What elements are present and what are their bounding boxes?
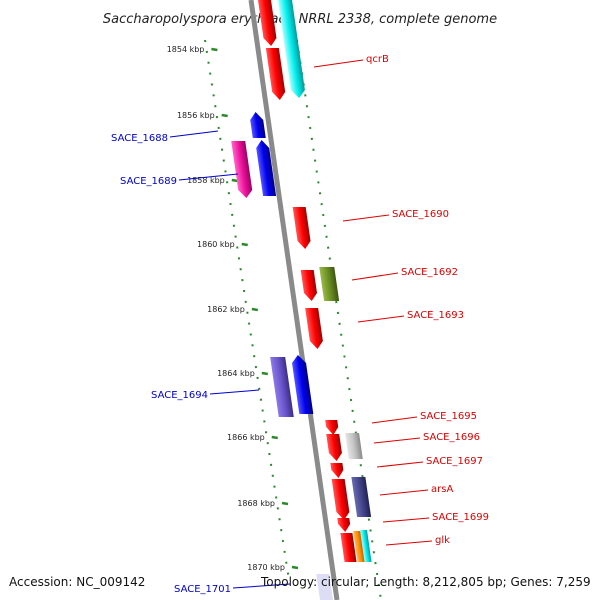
kbp-tick-label: 1864 kbp: [217, 369, 255, 378]
gene-arrow[interactable]: [305, 308, 324, 349]
gene-arrow[interactable]: [278, 0, 306, 98]
kbp-tick-label: 1868 kbp: [237, 499, 275, 508]
kbp-tick-label: 1856 kbp: [177, 111, 215, 120]
gene-label[interactable]: SACE_1688: [111, 133, 168, 144]
genome-backbone: [248, 0, 340, 600]
kbp-tick-label: 1862 kbp: [207, 305, 245, 314]
gene-label[interactable]: SACE_1689: [120, 176, 177, 187]
gene-arrow[interactable]: [258, 0, 278, 46]
gene-label[interactable]: SACE_1692: [401, 267, 458, 278]
gene-label[interactable]: glk: [435, 535, 450, 546]
label-leader-line: [313, 59, 364, 68]
kbp-tick-label: 1870 kbp: [247, 563, 285, 572]
label-leader-line: [342, 214, 390, 222]
gene-arrow[interactable]: [300, 270, 318, 301]
gene-arrow[interactable]: [325, 420, 339, 435]
label-leader-line: [232, 583, 291, 589]
label-leader-line: [209, 389, 260, 395]
gene-label[interactable]: SACE_1693: [407, 310, 464, 321]
gene-label[interactable]: SACE_1697: [426, 456, 483, 467]
gene-arrow[interactable]: [255, 140, 277, 196]
gene-label[interactable]: SACE_1696: [423, 432, 480, 443]
kbp-tick-label: 1854 kbp: [167, 45, 205, 54]
gene-arrow[interactable]: [292, 207, 312, 249]
genome-summary-text: Topology: circular; Length: 8,212,805 bp…: [261, 575, 591, 589]
gene-label[interactable]: SACE_1694: [151, 390, 208, 401]
gene-label[interactable]: SACE_1695: [420, 411, 477, 422]
kbp-tick-mark: [281, 501, 289, 506]
gene-arrow[interactable]: [265, 48, 286, 100]
label-leader-line: [379, 489, 429, 496]
gene-arrow[interactable]: [353, 531, 366, 562]
kbp-tick-mark: [221, 113, 228, 118]
kbp-tick-mark: [241, 242, 248, 247]
gene-arrow[interactable]: [330, 463, 344, 478]
label-leader-line: [382, 517, 430, 523]
kbp-tick-mark: [261, 371, 269, 376]
gene-arrow[interactable]: [337, 518, 351, 532]
gene-arrow[interactable]: [249, 112, 266, 138]
kbp-tick-mark: [211, 47, 218, 52]
label-leader-line: [373, 437, 421, 444]
kbp-tick-mark: [251, 307, 259, 312]
gene-arrow[interactable]: [291, 355, 314, 414]
label-leader-line: [371, 416, 418, 424]
gene-labels: qcrB SACE_1690 SACE_1692 SACE_1693 SACE_1695…: [111, 54, 489, 595]
gene-arrow[interactable]: [345, 433, 363, 459]
kbp-tick-label: 1858 kbp: [187, 176, 225, 185]
label-leader-line: [351, 272, 399, 281]
gene-arrow[interactable]: [270, 357, 294, 417]
label-leader-line: [385, 540, 433, 546]
kbp-ticks: 1854 kbp 1856 kbp 1858 kbp 1860 kbp 1862 kbp…: [167, 45, 299, 572]
kbp-tick-mark: [231, 178, 238, 183]
label-leader-line: [376, 461, 424, 468]
gene-label[interactable]: qcrB: [366, 54, 389, 65]
genes: [231, 0, 372, 600]
kbp-tick-label: 1860 kbp: [197, 240, 235, 249]
gene-label[interactable]: SACE_1701: [174, 584, 231, 595]
label-leader-line: [169, 130, 219, 138]
kbp-tick-mark: [271, 435, 278, 440]
gene-label[interactable]: SACE_1699: [432, 512, 489, 523]
gene-arrow[interactable]: [331, 479, 351, 520]
gene-arrow[interactable]: [340, 533, 357, 562]
label-leader-line: [357, 315, 405, 323]
gene-arrow[interactable]: [359, 530, 372, 562]
accession-text: Accession: NC_009142: [9, 575, 146, 589]
gene-arrow[interactable]: [326, 434, 343, 461]
gene-arrow[interactable]: [231, 141, 253, 198]
gene-label[interactable]: arsA: [431, 484, 453, 495]
gene-arrow[interactable]: [319, 267, 340, 301]
kbp-tick-label: 1866 kbp: [227, 433, 265, 442]
kbp-tick-mark: [291, 565, 299, 570]
gene-arrow[interactable]: [351, 477, 372, 517]
map-title: Saccharopolyspora erythraea NRRL 2338, c…: [103, 12, 497, 27]
gene-label[interactable]: SACE_1690: [392, 209, 449, 220]
label-leader-line: [178, 173, 239, 181]
gene-arrow[interactable]: [316, 574, 334, 600]
